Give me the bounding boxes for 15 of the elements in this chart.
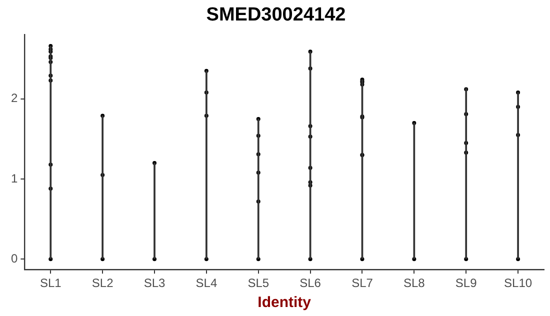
x-tick-label: SL1 [40, 276, 62, 290]
x-tick-label: SL3 [144, 276, 166, 290]
x-tick-label: SL9 [455, 276, 478, 290]
x-tick-label: SL7 [352, 276, 374, 290]
x-tick-label: SL10 [504, 276, 532, 290]
x-axis-title: Identity [258, 294, 312, 312]
x-tick-label: SL4 [196, 276, 218, 290]
x-tick-label: SL6 [300, 276, 322, 290]
y-tick-label: 1 [10, 171, 18, 186]
y-tick-label: 0 [10, 251, 18, 266]
x-tick-label: SL8 [403, 276, 426, 290]
y-tick-label: 2 [10, 91, 18, 106]
chart-title: SMED30024142 [206, 4, 346, 26]
x-tick-label: SL5 [248, 276, 270, 290]
x-tick-label: SL2 [92, 276, 114, 290]
